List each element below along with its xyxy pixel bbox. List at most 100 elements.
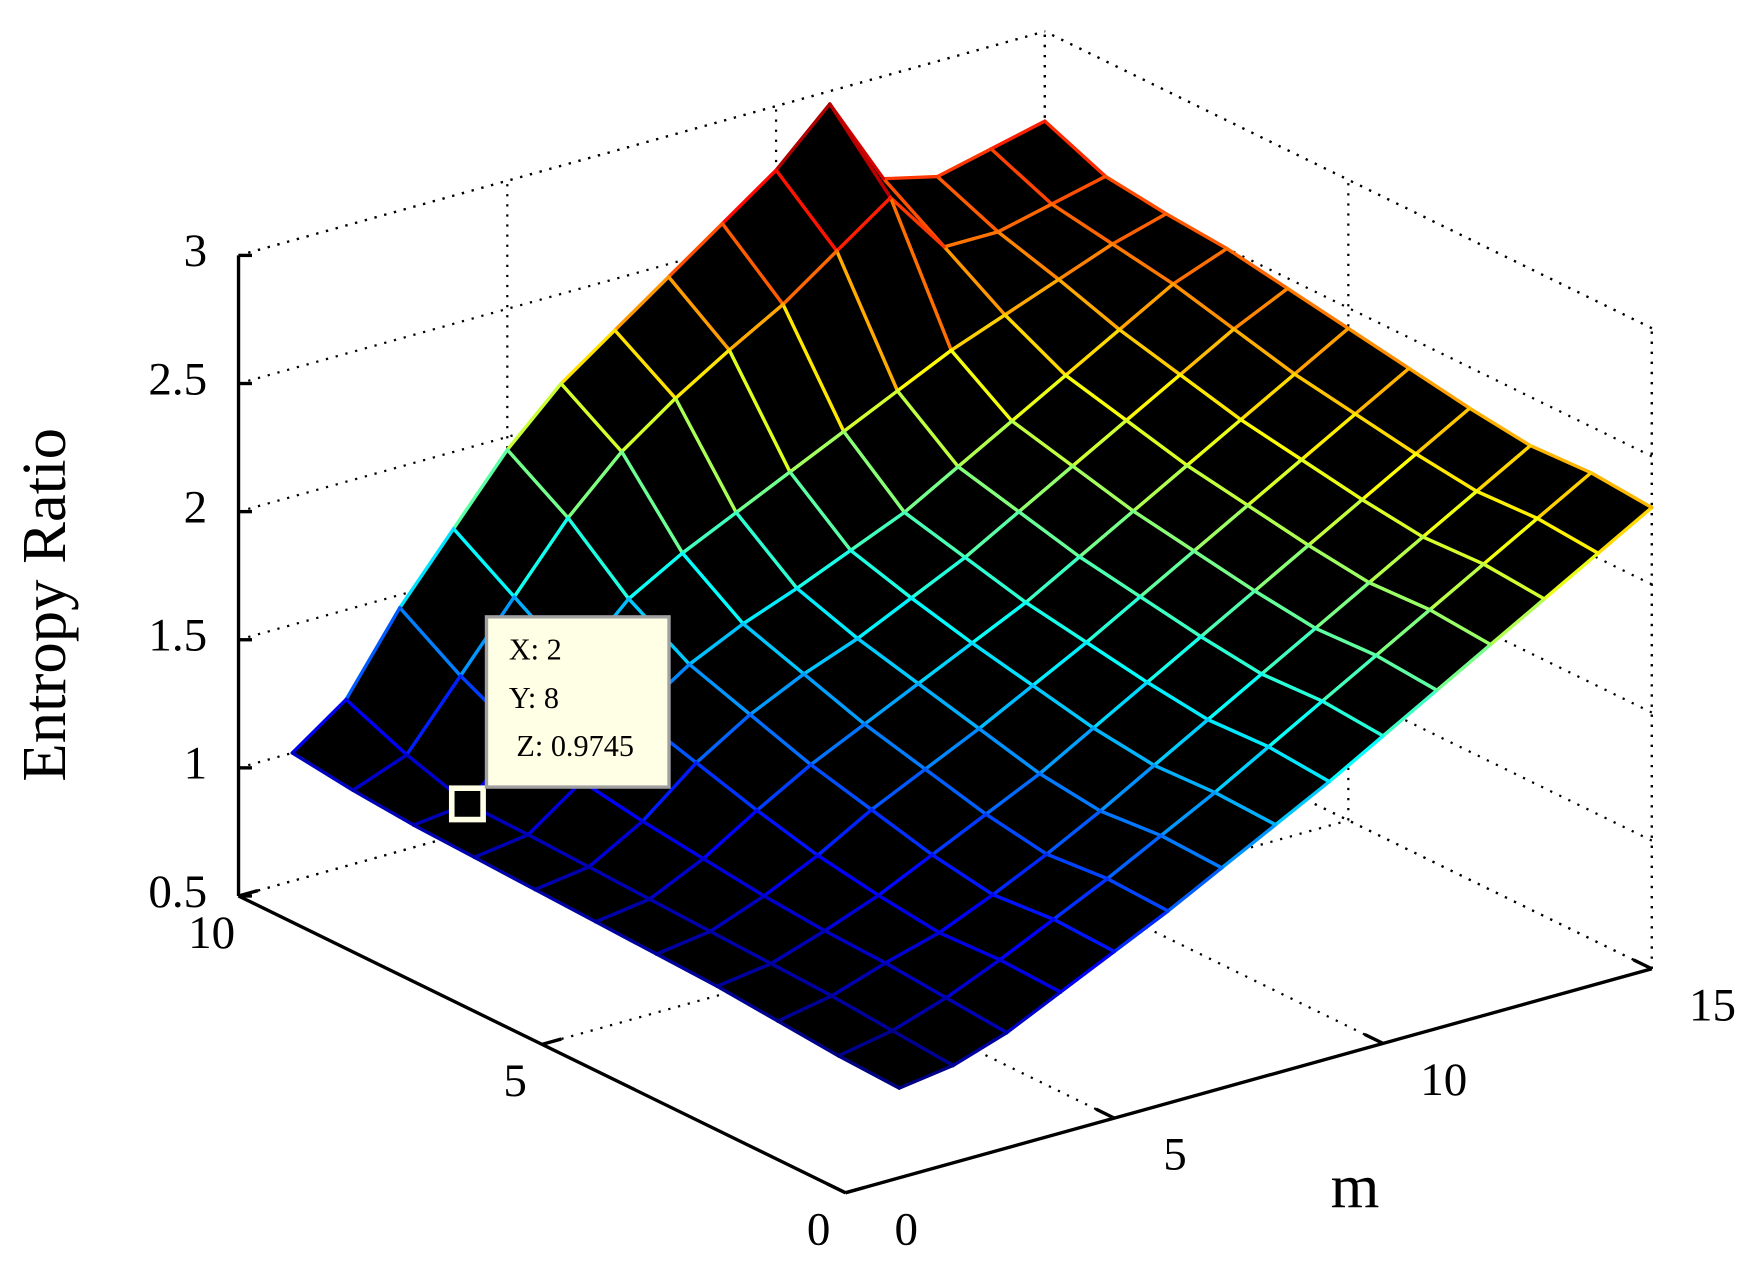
mesh-edge xyxy=(694,712,752,765)
mesh-edge xyxy=(1528,443,1593,475)
mesh-edge xyxy=(942,245,1007,317)
mesh-edge xyxy=(1010,419,1075,468)
mesh-edge xyxy=(755,808,820,858)
mesh-edge xyxy=(977,726,1042,776)
mesh-edge xyxy=(1178,327,1236,377)
mesh-edge xyxy=(951,1030,1009,1068)
mesh-edge xyxy=(1084,640,1149,685)
mesh-edge xyxy=(627,551,685,601)
mesh-edge xyxy=(526,779,584,837)
mesh-edge xyxy=(998,917,1056,962)
y-tick-label: 10 xyxy=(188,907,235,959)
mesh-edge xyxy=(1131,463,1189,513)
mesh-edge xyxy=(1138,595,1203,639)
mesh-edge xyxy=(937,931,1002,962)
mesh-edge xyxy=(1246,458,1304,508)
mesh-edge xyxy=(1017,464,1075,514)
mesh-edge xyxy=(1105,833,1163,881)
mesh-edge xyxy=(587,819,645,869)
mesh-edge xyxy=(1589,471,1654,510)
mesh-edge xyxy=(788,470,853,553)
mesh-edge xyxy=(829,961,888,998)
z-tick-label: 1.5 xyxy=(148,610,207,662)
z-axis-label: Entropy Ratio xyxy=(9,428,79,782)
mesh-edge xyxy=(909,596,974,645)
mesh-edge xyxy=(848,510,907,553)
mesh-edge xyxy=(1010,373,1068,423)
mesh-edge xyxy=(1051,917,1116,954)
mesh-edge xyxy=(654,952,719,988)
mesh-edge xyxy=(741,586,799,626)
mesh-edge xyxy=(1185,463,1250,508)
mesh-edge xyxy=(512,516,570,599)
mesh-edge xyxy=(694,761,759,813)
mesh-edge xyxy=(1374,608,1432,658)
mesh-edge xyxy=(1070,464,1135,513)
mesh-edge xyxy=(1024,600,1089,645)
mesh-edge xyxy=(1057,277,1122,332)
mesh-edge xyxy=(835,249,900,393)
mesh-edge xyxy=(1220,823,1278,870)
mesh-edge xyxy=(451,448,509,531)
mesh-edge xyxy=(1421,489,1479,539)
mesh-edge xyxy=(1117,328,1182,377)
mesh-edge xyxy=(895,348,953,393)
mesh-edge xyxy=(991,893,1056,921)
mesh-edge xyxy=(909,555,967,600)
z-tick-label: 2.5 xyxy=(148,353,207,405)
mesh-edge xyxy=(842,429,907,515)
mesh-edge xyxy=(1320,653,1378,703)
mesh-edge xyxy=(1199,634,1264,676)
mesh-edge xyxy=(1414,406,1472,456)
mesh-edge xyxy=(816,853,881,898)
mesh-edge xyxy=(1105,877,1170,913)
mesh-edge xyxy=(720,221,785,307)
mesh-edge xyxy=(816,808,874,858)
mesh-edge xyxy=(855,596,914,641)
mesh-edge xyxy=(1299,412,1357,462)
mesh-edge xyxy=(1488,597,1546,647)
mesh-edge xyxy=(935,174,1000,234)
mesh-edge xyxy=(1367,580,1432,612)
mesh-edge xyxy=(1306,543,1371,585)
z-tick-label: 2 xyxy=(184,481,208,533)
mesh-edge xyxy=(1024,555,1082,605)
mesh-edge xyxy=(956,465,1021,514)
mesh-edge xyxy=(1232,286,1290,331)
mesh-edge xyxy=(888,196,946,249)
mesh-edge xyxy=(989,147,1054,206)
mesh-edge xyxy=(902,510,967,560)
mesh-edge xyxy=(1225,246,1290,291)
mesh-edge xyxy=(398,527,456,610)
mesh-edge xyxy=(1481,562,1546,601)
mesh-edge xyxy=(1124,418,1189,468)
mesh-edge xyxy=(1285,286,1351,331)
mesh-edge xyxy=(1152,763,1217,795)
mesh-edge xyxy=(902,465,960,515)
mesh-edge xyxy=(1050,174,1108,206)
datatip-text: Y: 8 xyxy=(509,681,559,715)
mesh-edge xyxy=(977,683,1035,731)
mesh-edge xyxy=(1110,212,1168,246)
mesh-edge xyxy=(715,961,773,988)
mesh-edge xyxy=(1428,562,1486,612)
mesh-edge xyxy=(673,396,738,515)
mesh-edge xyxy=(998,958,1063,994)
mesh-edge xyxy=(989,119,1047,151)
x-axis xyxy=(845,967,1653,1195)
mesh-edge xyxy=(1017,510,1082,559)
mesh-edge xyxy=(1043,119,1108,179)
mesh-edge xyxy=(869,808,934,857)
x-tick xyxy=(1095,1107,1116,1120)
mesh-edge xyxy=(1063,328,1122,378)
mesh-edge xyxy=(949,313,1007,353)
grid-line xyxy=(1044,542,1653,842)
mesh-edge xyxy=(923,767,988,816)
mesh-edge xyxy=(1192,503,1250,553)
mesh-edge xyxy=(836,1054,901,1090)
mesh-edge xyxy=(1005,990,1063,1035)
mesh-edge xyxy=(1232,327,1297,376)
mesh-edge xyxy=(855,636,920,686)
grid-line xyxy=(238,30,1046,257)
mesh-edge xyxy=(1435,642,1493,692)
